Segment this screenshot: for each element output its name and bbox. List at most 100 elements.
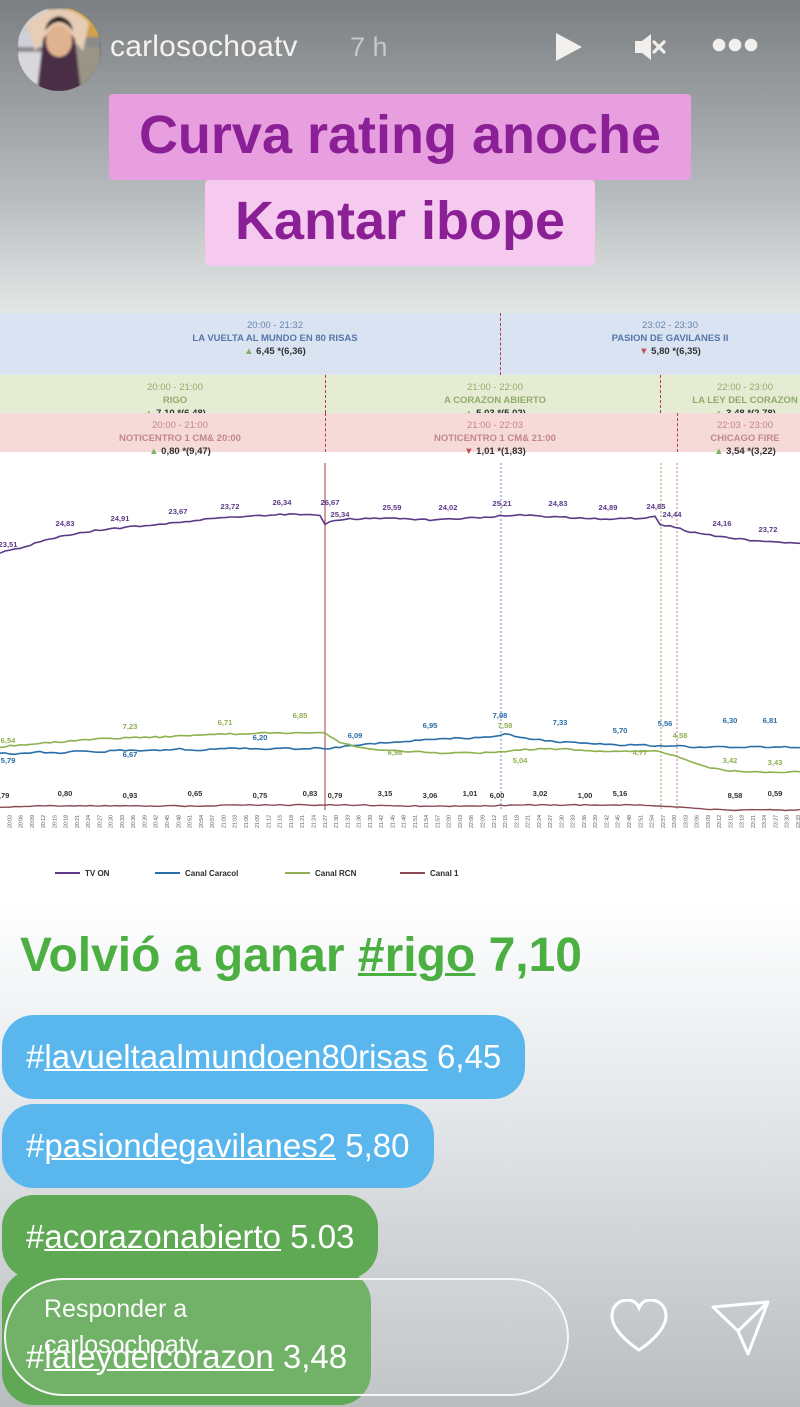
svg-text:20:09: 20:09 [30,815,36,828]
svg-text:22:54: 22:54 [650,815,656,828]
svg-text:7,08: 7,08 [493,711,508,720]
svg-text:22:48: 22:48 [627,815,633,828]
svg-text:20:36: 20:36 [131,815,137,828]
svg-text:21:45: 21:45 [390,815,396,828]
svg-text:6,85: 6,85 [293,711,309,720]
svg-text:22:51: 22:51 [638,815,644,828]
svg-text:21:57: 21:57 [435,815,441,828]
svg-text:23:12: 23:12 [717,815,723,828]
svg-text:5,70: 5,70 [613,726,628,735]
svg-text:22:00: 22:00 [447,815,453,828]
svg-text:21:48: 21:48 [402,815,408,828]
svg-text:20:18: 20:18 [64,815,70,828]
svg-text:21:33: 21:33 [345,815,351,828]
svg-text:Canal Caracol: Canal Caracol [185,869,238,878]
svg-text:3,43: 3,43 [768,758,783,767]
svg-text:20:24: 20:24 [86,815,92,828]
svg-text:24,02: 24,02 [438,503,457,512]
svg-text:23:21: 23:21 [751,815,757,828]
svg-text:20:57: 20:57 [210,815,216,828]
svg-text:26,67: 26,67 [320,498,339,507]
svg-text:6,95: 6,95 [423,721,439,730]
svg-text:23,51: 23,51 [0,540,18,549]
svg-text:8,58: 8,58 [728,791,743,800]
svg-text:22:03: 22:03 [458,815,464,828]
svg-text:20:39: 20:39 [143,815,149,828]
svg-text:23,72: 23,72 [758,525,777,534]
svg-text:5,16: 5,16 [613,789,628,798]
svg-text:22:12: 22:12 [492,815,498,828]
svg-text:21:27: 21:27 [323,815,329,828]
svg-text:20:51: 20:51 [188,815,194,828]
svg-text:22:42: 22:42 [605,815,611,828]
svg-text:5,79: 5,79 [1,756,16,765]
svg-text:22:24: 22:24 [537,815,543,828]
svg-text:23:33: 23:33 [796,815,800,828]
svg-text:5,56: 5,56 [658,719,673,728]
svg-text:23:27: 23:27 [774,815,780,828]
svg-text:4,58: 4,58 [673,731,688,740]
svg-text:21:24: 21:24 [312,815,318,828]
svg-text:0,93: 0,93 [123,791,138,800]
svg-text:6,30: 6,30 [723,716,738,725]
svg-text:0,65: 0,65 [188,789,204,798]
svg-text:21:21: 21:21 [300,815,306,828]
svg-text:4,77: 4,77 [633,748,648,757]
svg-text:25,59: 25,59 [382,503,401,512]
svg-text:25,34: 25,34 [330,510,350,519]
svg-text:6,00: 6,00 [490,791,505,800]
svg-text:7,23: 7,23 [123,722,138,731]
svg-text:25,21: 25,21 [492,499,512,508]
svg-text:20:21: 20:21 [75,815,81,828]
svg-text:20:48: 20:48 [176,815,182,828]
svg-text:6,20: 6,20 [253,733,268,742]
svg-text:21:15: 21:15 [278,815,284,828]
svg-text:23:15: 23:15 [728,815,734,828]
svg-text:22:39: 22:39 [593,815,599,828]
svg-text:21:00: 21:00 [221,815,227,828]
svg-text:21:51: 21:51 [413,815,419,828]
svg-text:Canal 1: Canal 1 [430,869,459,878]
svg-text:22:45: 22:45 [616,815,622,828]
svg-text:22:27: 22:27 [548,815,554,828]
svg-text:24,89: 24,89 [598,503,617,512]
svg-text:24,44: 24,44 [662,510,682,519]
svg-text:21:18: 21:18 [289,815,295,828]
svg-text:22:57: 22:57 [661,815,667,828]
svg-text:20:45: 20:45 [165,815,171,828]
svg-text:1,01: 1,01 [463,789,479,798]
svg-text:23:06: 23:06 [695,815,701,828]
svg-text:20:12: 20:12 [41,815,47,828]
svg-text:23:09: 23:09 [706,815,712,828]
svg-text:22:33: 22:33 [571,815,577,828]
svg-text:22:36: 22:36 [582,815,588,828]
svg-text:20:33: 20:33 [120,815,126,828]
svg-text:23:03: 23:03 [683,815,689,828]
svg-text:0,83: 0,83 [303,789,318,798]
svg-text:26,34: 26,34 [272,498,292,507]
svg-text:21:30: 21:30 [334,815,340,828]
svg-text:6,81: 6,81 [763,716,779,725]
svg-text:0,75: 0,75 [253,791,269,800]
svg-text:20:06: 20:06 [19,815,25,828]
svg-text:22:15: 22:15 [503,815,509,828]
svg-text:20:30: 20:30 [109,815,115,828]
svg-text:6,67: 6,67 [123,750,138,759]
svg-text:6,09: 6,09 [348,731,363,740]
svg-text:22:09: 22:09 [481,815,487,828]
svg-text:24,83: 24,83 [548,499,567,508]
svg-text:23:00: 23:00 [672,815,678,828]
svg-text:24,83: 24,83 [55,519,74,528]
svg-text:21:09: 21:09 [255,815,261,828]
svg-text:7,33: 7,33 [553,718,568,727]
svg-text:20:54: 20:54 [199,815,205,828]
svg-text:23:18: 23:18 [740,815,746,828]
svg-text:0,79: 0,79 [0,791,9,800]
svg-text:Canal RCN: Canal RCN [315,869,357,878]
svg-text:3,15: 3,15 [378,789,394,798]
svg-text:22:30: 22:30 [559,815,565,828]
svg-text:20:00: 20:00 [0,815,2,828]
svg-text:23,67: 23,67 [168,507,187,516]
svg-text:22:06: 22:06 [469,815,475,828]
svg-text:0,79: 0,79 [328,791,343,800]
